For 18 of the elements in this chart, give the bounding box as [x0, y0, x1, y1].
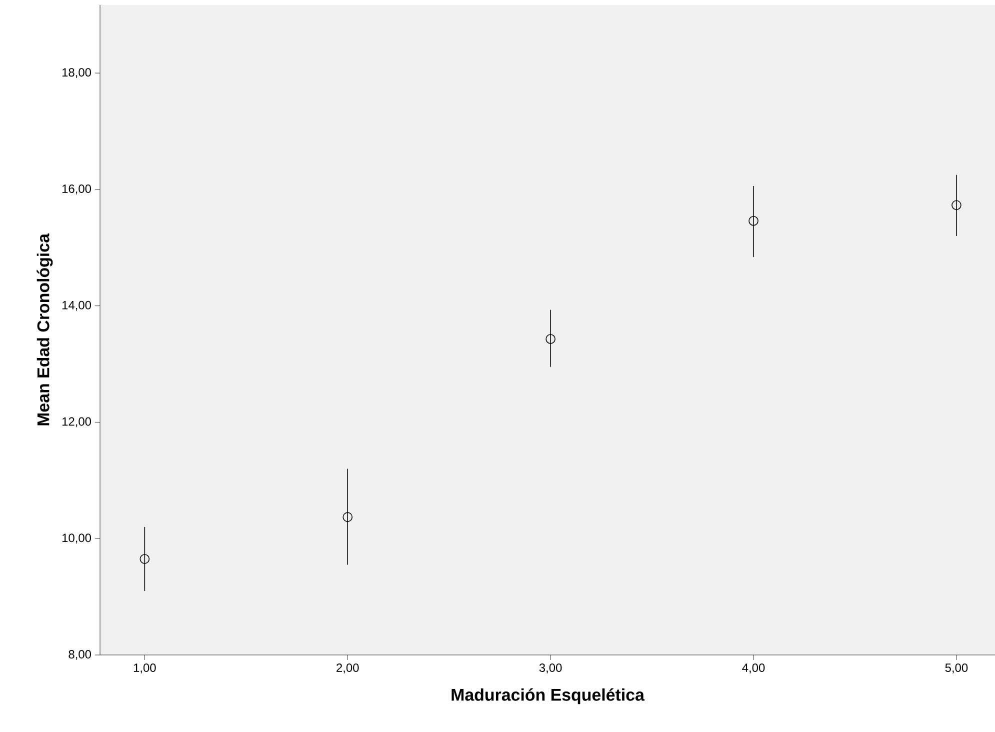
x-tick-label: 4,00	[742, 664, 765, 674]
y-tick-label: 18,00	[62, 68, 92, 78]
point	[546, 334, 556, 344]
x-tick-label: 5,00	[945, 664, 968, 674]
point	[748, 216, 758, 226]
point	[140, 554, 150, 564]
y-tick-label: 14,00	[62, 300, 92, 311]
x-tick-label: 2,00	[336, 664, 359, 674]
point	[952, 200, 962, 210]
y-tick-label: 10,00	[62, 534, 92, 544]
y-tick-label: 12,00	[62, 417, 92, 428]
y-axis-title: Mean Edad Cronológica	[36, 233, 53, 426]
x-axis-title: Maduración Esquelética	[452, 688, 645, 704]
x-tick-label: 3,00	[539, 664, 562, 674]
y-tick-label: 8,00	[68, 650, 92, 660]
point	[342, 512, 353, 522]
x-tick-label: 1,00	[134, 664, 156, 674]
y-tick-label: 16,00	[62, 184, 92, 194]
